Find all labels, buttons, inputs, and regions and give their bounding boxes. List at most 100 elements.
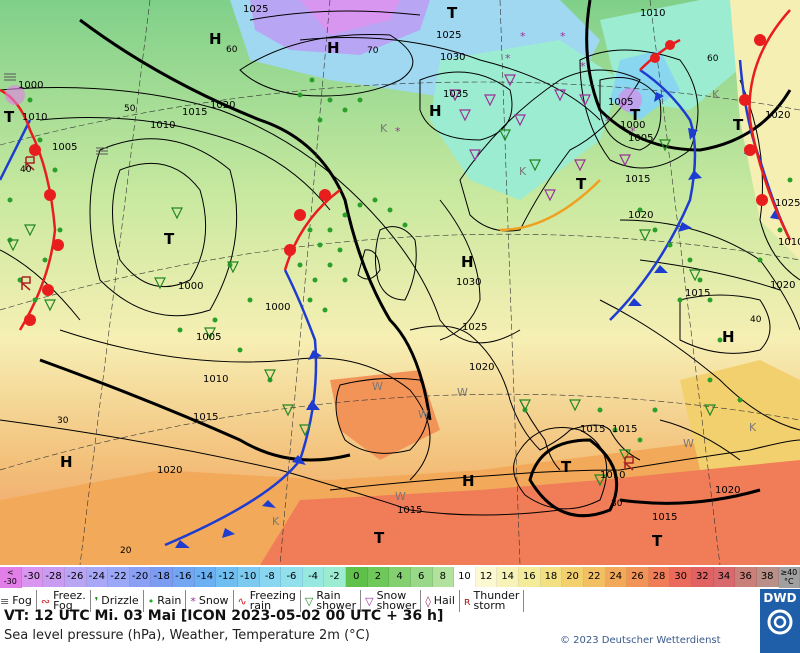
scale-cell: 34 <box>713 567 736 587</box>
low-center: T <box>164 230 175 248</box>
legend-label: Thunder storm <box>473 589 520 612</box>
pressure-label: 1020 <box>469 362 494 373</box>
legend-symbol-icon: ʀ <box>463 594 471 608</box>
legend-symbol-icon: ≡ <box>0 594 10 608</box>
copyright: © 2023 Deutscher Wetterdienst <box>560 635 721 646</box>
low-center: T <box>374 529 385 547</box>
snow-shower-symbols <box>449 74 631 202</box>
legend-symbol-icon: • <box>147 594 155 608</box>
dwd-swirl-icon <box>767 609 793 635</box>
lat-label: 50 <box>124 104 136 114</box>
pressure-label: 1020 <box>770 280 795 291</box>
legend-label: Hail <box>433 594 455 607</box>
legend-item: ≡ Fog <box>0 590 37 612</box>
pressure-labels: 1025 1025 1030 1035 1020 1015 1010 1005 … <box>18 4 800 523</box>
pressure-label: 1025 <box>436 30 461 41</box>
scale-cell: 18 <box>540 567 563 587</box>
high-center: H <box>327 39 340 57</box>
scale-cell: 28 <box>648 567 671 587</box>
scale-cell: -14 <box>194 567 217 587</box>
airmass-letters: K K K W W W W K K W <box>272 88 757 528</box>
fog-symbols <box>4 73 108 155</box>
legend-item: ʀ Thunder storm <box>464 590 525 612</box>
pressure-label: 1015 <box>612 424 637 435</box>
scale-cell: 10 <box>454 567 476 587</box>
scale-cell: ≥40 °C <box>778 567 800 588</box>
pressure-label: 1000 <box>178 281 203 292</box>
scale-cell: 12 <box>475 567 498 587</box>
pressure-label: 1010 <box>640 8 665 19</box>
scale-cell: 24 <box>605 567 628 587</box>
scale-cell: 22 <box>583 567 606 587</box>
scale-cell: -26 <box>64 567 87 587</box>
pressure-label: 1005 <box>628 133 653 144</box>
pressure-label: 1025 <box>775 198 800 209</box>
pressure-label: 1020 <box>765 110 790 121</box>
lat-label: 30 <box>611 499 623 509</box>
airmass-letter: K <box>380 122 388 135</box>
pressure-label: 1020 <box>628 210 653 221</box>
legend-item: ▽ Rain shower <box>304 590 362 612</box>
legend-item: ❜ Drizzle <box>95 590 144 612</box>
svg-text:*: * <box>630 125 636 138</box>
scale-cell: -30 <box>21 567 44 587</box>
high-center: H <box>461 253 474 271</box>
lat-label: 30 <box>57 416 69 426</box>
scale-cell: 36 <box>735 567 757 587</box>
pressure-centers: H H T H T T T H H H T T T H T T <box>4 4 744 550</box>
scale-cell: 38 <box>756 567 779 587</box>
scale-cell: -16 <box>173 567 195 587</box>
legend-symbol-icon: ∾ <box>40 594 51 608</box>
pressure-label: 1005 <box>52 142 77 153</box>
legend-symbol-icon: ◊ <box>425 594 431 608</box>
scale-cell: -8 <box>259 567 282 587</box>
pressure-label: 1010 <box>22 112 47 123</box>
low-center: T <box>576 175 587 193</box>
scale-cell: 20 <box>562 567 584 587</box>
pressure-label: 1005 <box>196 332 221 343</box>
scale-cell: -20 <box>129 567 152 587</box>
pressure-label: 1025 <box>462 322 487 333</box>
pressure-label: 1005 <box>608 97 633 108</box>
pressure-label: 1015 <box>397 505 422 516</box>
svg-text:*: * <box>605 115 611 128</box>
low-center: T <box>630 106 641 124</box>
hot-region-sahara <box>260 460 800 565</box>
weather-map: *** *** ** 1025 1025 1030 1035 1020 1015… <box>0 0 800 565</box>
legend-item: ∿ Freezing rain <box>238 590 301 612</box>
legend-symbol-icon: ∿ <box>237 594 247 608</box>
legend-label: Snow <box>198 594 229 607</box>
scale-cell: 0 <box>346 567 368 587</box>
legend-label: Fog <box>12 594 32 607</box>
legend-label: Freez. Fog <box>53 589 86 612</box>
airmass-letter: K <box>272 515 280 528</box>
scale-cell: 4 <box>389 567 411 587</box>
pressure-label: 1010 <box>150 120 175 131</box>
scale-cell: < -30 <box>0 567 22 588</box>
scale-cell: -12 <box>216 567 238 587</box>
cold-core-low <box>618 88 642 112</box>
legend-symbol-icon: ▽ <box>304 594 314 608</box>
pressure-label: 1015 <box>580 424 605 435</box>
airmass-letter: W <box>395 490 406 503</box>
warm-front-semicircles <box>24 34 768 326</box>
lat-label: 60 <box>226 45 238 55</box>
warm-region-middle-east <box>680 360 800 470</box>
weather-legend: ≡ Fog ∾ Freez. Fog ❜ Drizzle • Rain * Snow ∿ Freezi… <box>0 589 760 613</box>
scale-cell: 16 <box>519 567 541 587</box>
pressure-label: 1000 <box>18 80 43 91</box>
airmass-letter: W <box>372 380 383 393</box>
svg-text:*: * <box>560 30 566 43</box>
scale-cell: 2 <box>367 567 390 587</box>
scale-cell: -28 <box>43 567 65 587</box>
lat-label: 40 <box>20 165 32 175</box>
high-center: H <box>60 453 73 471</box>
graticule <box>0 0 800 565</box>
chart-description: Sea level pressure (hPa), Weather, Tempe… <box>4 628 370 643</box>
legend-label: Freezing rain <box>249 589 296 612</box>
pressure-label: 1020 <box>157 465 182 476</box>
scale-cell: -22 <box>108 567 130 587</box>
pressure-label: 1010 <box>203 374 228 385</box>
scale-cell: -2 <box>324 567 346 587</box>
